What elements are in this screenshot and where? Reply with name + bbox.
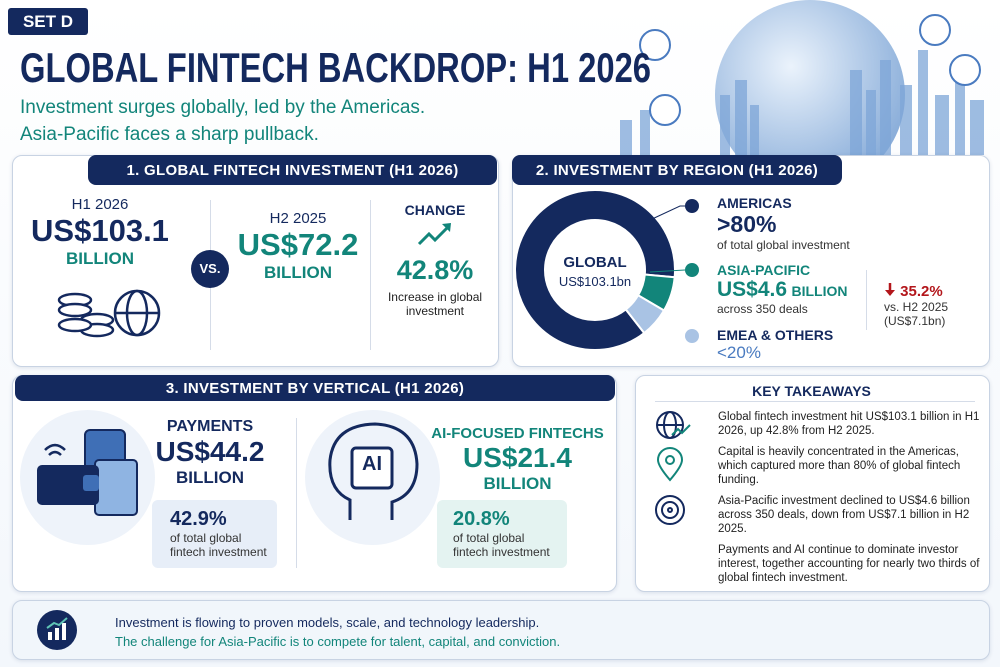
donut-chart <box>514 189 676 351</box>
up-arrow <box>417 223 451 246</box>
footer-icon <box>37 610 77 650</box>
share-value: 42.9% <box>170 508 227 530</box>
apac-change: 35.2% vs. H2 2025 (US$7.1bn) <box>884 282 984 328</box>
takeaways-title: KEY TAKEAWAYS <box>752 383 871 399</box>
footer-text: Investment is flowing to proven models, … <box>115 613 560 651</box>
region-detail: across 350 deals <box>717 302 808 316</box>
coins-icon <box>57 289 161 338</box>
takeaways-card <box>635 375 990 592</box>
center-value: US$103.1bn <box>558 274 632 289</box>
vertical-name: AI-FOCUSED FINTECHS <box>431 425 604 442</box>
vertical-unit: BILLION <box>483 474 552 493</box>
region-stat: >80% <box>717 211 777 237</box>
unit: BILLION <box>264 263 332 282</box>
section-heading: 2. INVESTMENT BY REGION (H1 2026) <box>512 155 842 185</box>
region-stat: US$4.6 <box>717 278 788 301</box>
takeaway: Global fintech investment hit US$103.1 b… <box>718 411 980 437</box>
vertical-amount: US$21.4 <box>463 442 572 473</box>
donut-slice <box>514 189 676 351</box>
down-arrow <box>885 283 895 296</box>
region-emea: EMEA & OTHERS <20% <box>717 327 867 363</box>
change-base: (US$7.1bn) <box>884 314 946 328</box>
period: H1 2026 <box>71 196 129 213</box>
footer-line: The challenge for Asia-Pacific is to com… <box>115 634 561 649</box>
donut-slice <box>624 293 666 335</box>
region-name: AMERICAS <box>717 195 792 211</box>
subtitle-line: Investment surges globally, led by the A… <box>20 97 426 118</box>
divider <box>296 418 297 568</box>
share-note: of total global fintech investment <box>453 531 550 559</box>
payments-share: 42.9% of total global fintech investment <box>152 500 277 568</box>
share-note: of total global fintech investment <box>170 531 267 559</box>
vertical-amount: US$44.2 <box>155 436 265 467</box>
previous: H2 2025 US$72.2 BILLION <box>228 210 368 283</box>
change: CHANGE 42.8% Increase in global investme… <box>375 202 495 318</box>
badge: SET D <box>8 8 88 35</box>
chart-icon <box>46 617 68 640</box>
region-apac: ASIA-PACIFIC US$4.6 BILLION across 350 d… <box>717 262 867 316</box>
subtitle: Investment surges globally, led by the A… <box>20 94 425 148</box>
title: GLOBAL FINTECH BACKDROP: H1 2026 <box>20 44 652 91</box>
change-note: Increase in global investment <box>387 290 483 318</box>
region-name: EMEA & OTHERS <box>717 327 834 343</box>
vs-badge: VS. <box>191 250 229 288</box>
header-art <box>620 0 984 190</box>
change-value: 35.2% <box>900 283 943 300</box>
ai: AI-FOCUSED FINTECHS US$21.4 BILLION <box>430 425 605 494</box>
region-stat: <20% <box>717 343 761 362</box>
unit: BILLION <box>66 249 134 268</box>
vertical-unit: BILLION <box>176 468 244 487</box>
takeaway: Capital is heavily concentrated in the A… <box>718 446 961 486</box>
takeaway: Asia-Pacific investment declined to US$4… <box>718 495 970 535</box>
takeaway-icons <box>655 411 691 525</box>
amount: US$103.1 <box>31 213 169 248</box>
subtitle-line: Asia-Pacific faces a sharp pullback. <box>20 124 319 145</box>
leaders <box>649 199 699 343</box>
change-value: 42.8% <box>396 255 474 285</box>
region-americas: AMERICAS >80% of total global investment <box>717 195 867 252</box>
payments: PAYMENTS US$44.2 BILLION <box>145 418 275 488</box>
region-name: ASIA-PACIFIC <box>717 262 811 278</box>
takeaway-list: Global fintech investment hit US$103.1 b… <box>718 410 980 585</box>
center-label: GLOBAL <box>563 254 627 271</box>
section-heading: 1. GLOBAL FINTECH INVESTMENT (H1 2026) <box>88 155 497 185</box>
footer-line: Investment is flowing to proven models, … <box>115 615 540 630</box>
change-note: vs. H2 2025 <box>884 300 949 314</box>
divider <box>370 200 371 350</box>
ai-icon <box>328 422 419 520</box>
ai-label: AI <box>362 453 382 475</box>
amount: US$72.2 <box>237 227 359 262</box>
vertical-name: PAYMENTS <box>166 418 254 435</box>
period: H2 2025 <box>269 210 327 227</box>
ai-share: 20.8% of total global fintech investment <box>437 500 567 568</box>
section-heading: 3. INVESTMENT BY VERTICAL (H1 2026) <box>15 375 615 401</box>
region-detail: of total global investment <box>717 238 850 252</box>
share-value: 20.8% <box>453 508 510 530</box>
divider <box>655 401 975 402</box>
change-label: CHANGE <box>404 202 466 218</box>
takeaway: Payments and AI continue to dominate inv… <box>718 544 980 584</box>
donut-center: GLOBAL US$103.1bn <box>547 254 643 289</box>
footer <box>12 600 990 660</box>
payments-icon <box>37 429 138 516</box>
current: H1 2026 US$103.1 BILLION <box>25 196 175 269</box>
region-unit: BILLION <box>791 283 848 299</box>
divider <box>866 270 867 330</box>
